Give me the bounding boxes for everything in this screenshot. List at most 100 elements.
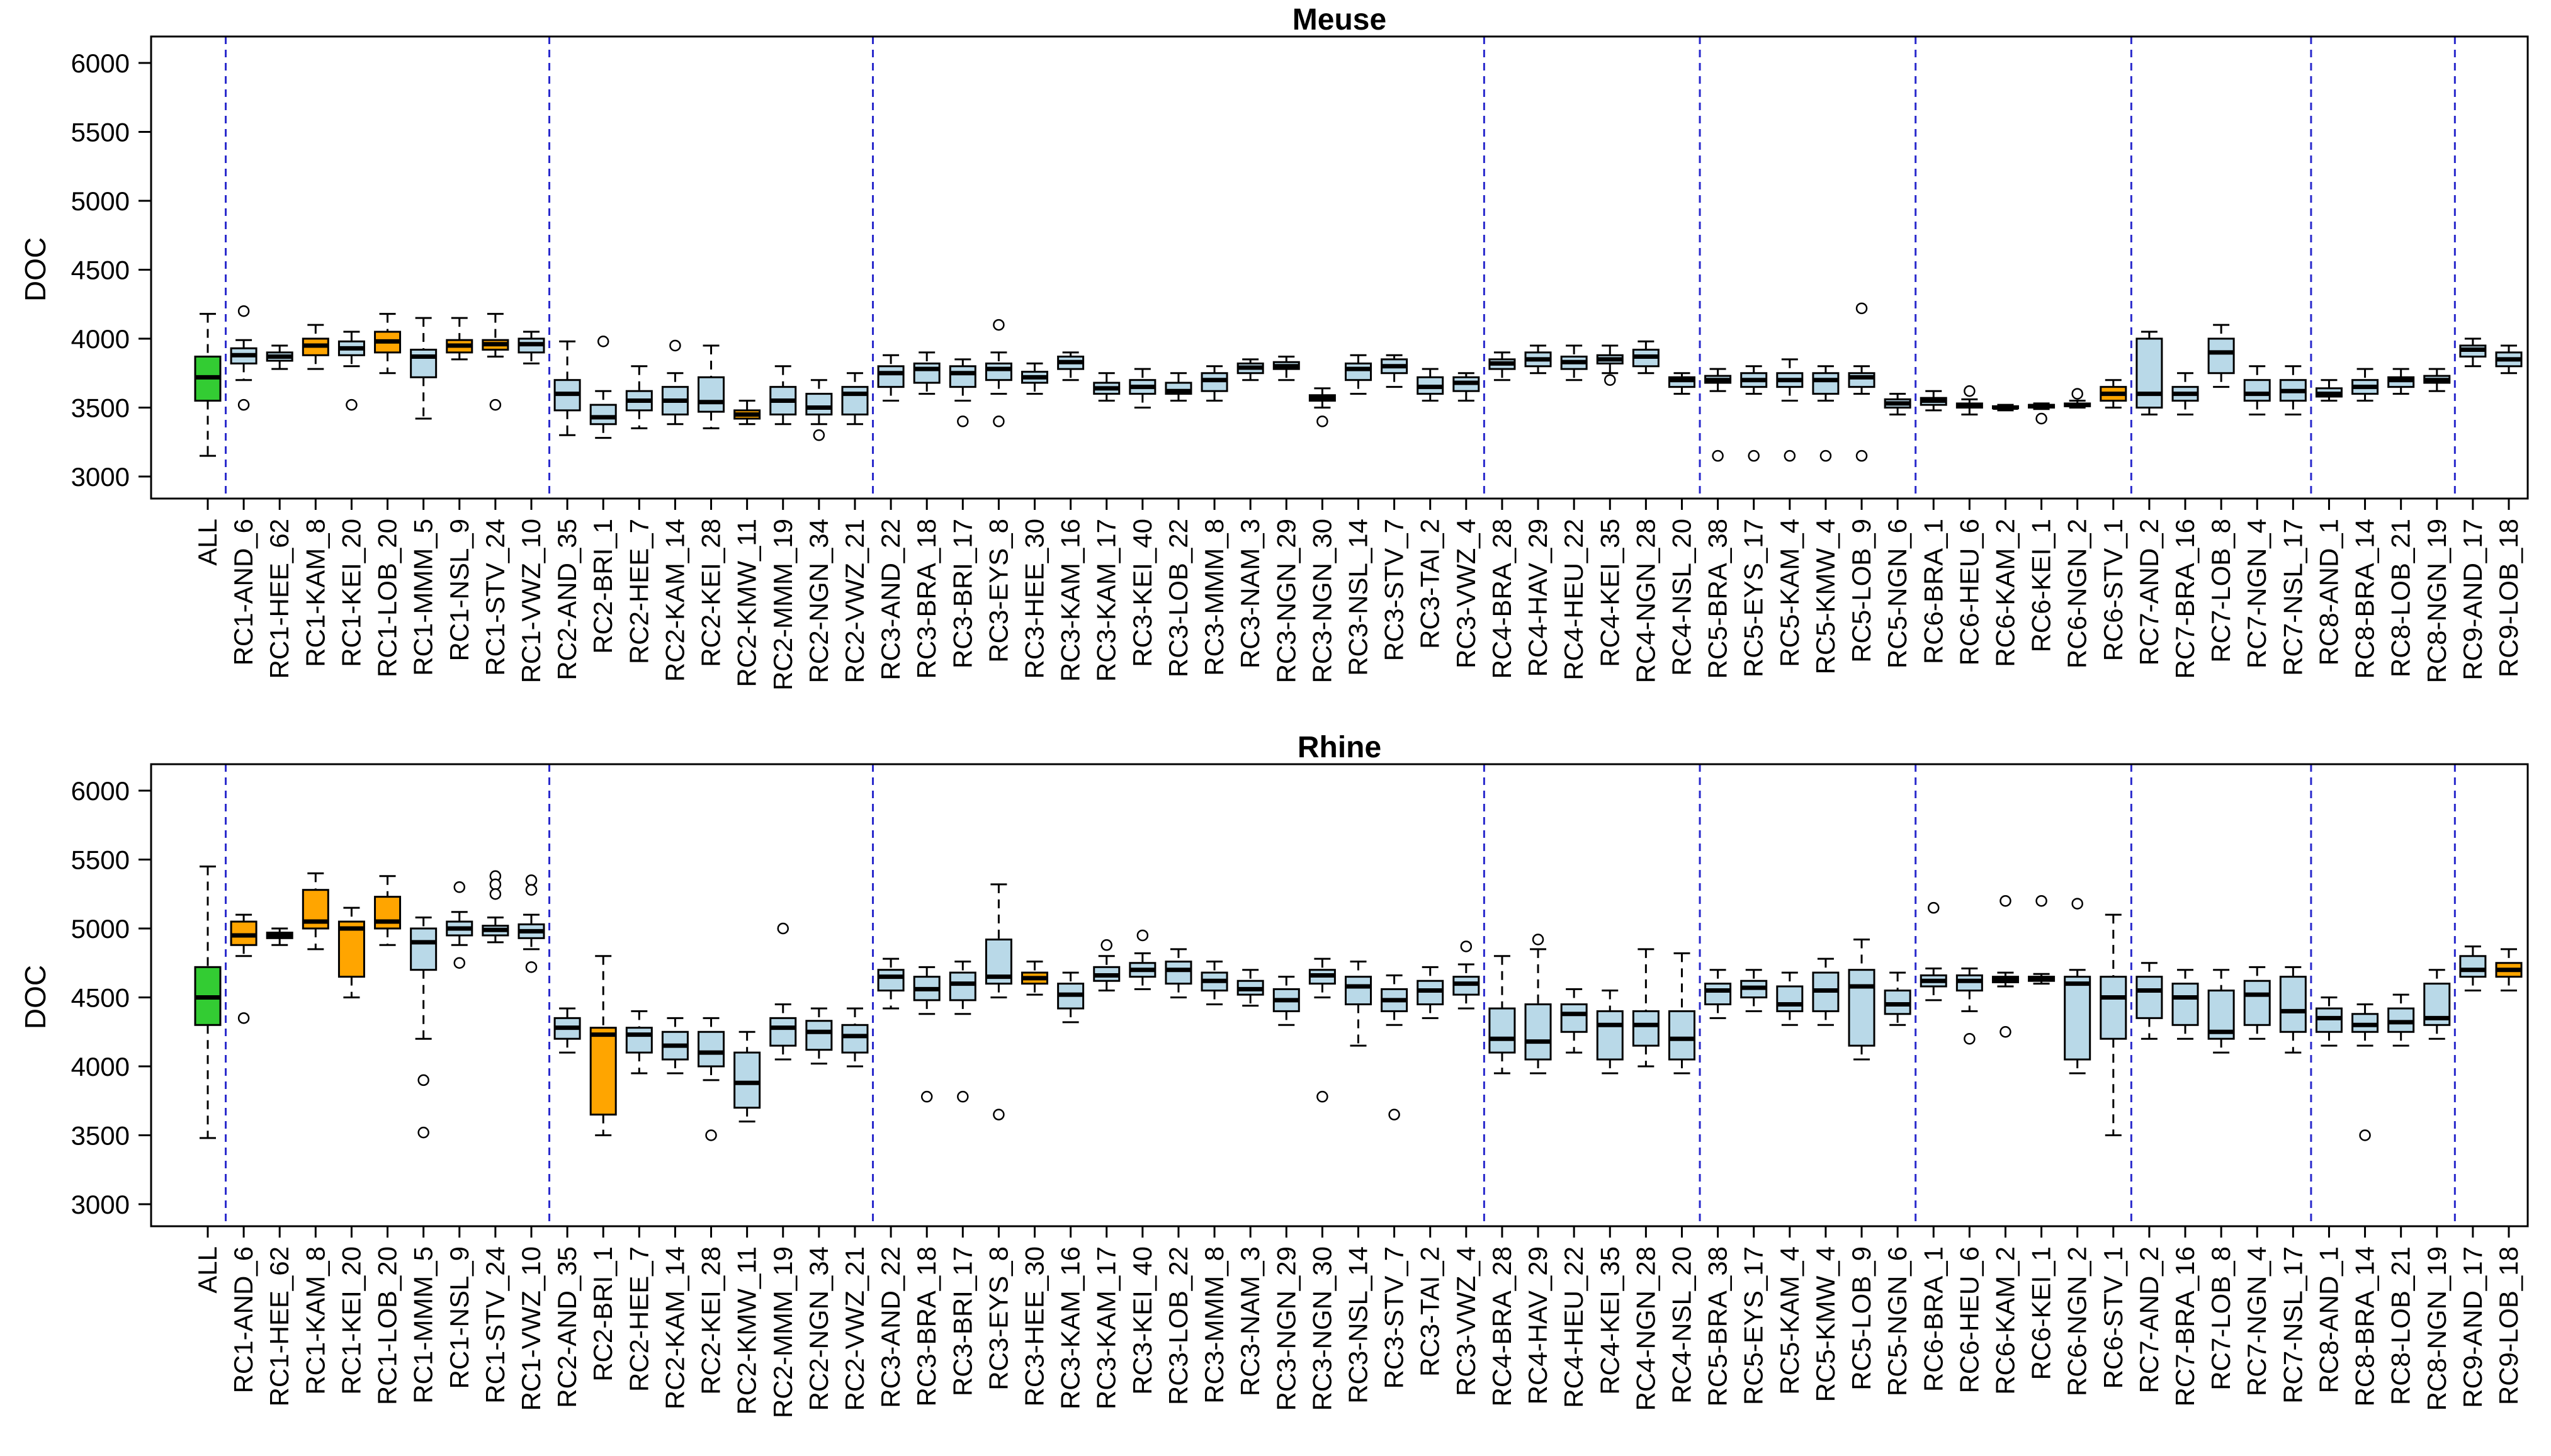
boxplot-RC7-AND_2 <box>2135 330 2163 415</box>
boxplot-RC2-MMM_19 <box>769 922 797 1061</box>
outlier-point <box>957 415 969 427</box>
x-category-label: RC3-HEE_30 <box>1020 519 1049 679</box>
x-category-label: RC3-BRI_17 <box>947 519 977 669</box>
boxplot-RC3-TAI_2 <box>1417 368 1444 402</box>
boxplot-RC6-NGN_2 <box>2064 388 2091 409</box>
y-tick-label: 5500 <box>71 118 130 147</box>
boxplot-RC6-BRA_1 <box>1920 901 1947 1002</box>
boxplot-RC6-STV_1 <box>2100 379 2127 409</box>
boxplot-RC3-BRA_18 <box>913 351 941 395</box>
x-category-label: RC1-MMM_5 <box>409 1246 438 1404</box>
x-category-label: RC5-LOB_9 <box>1847 519 1876 663</box>
boxplot-ALL <box>194 313 222 457</box>
boxplot-RC6-KEI_1 <box>2028 894 2056 985</box>
boxplot-RC7-LOB_8 <box>2207 969 2235 1054</box>
boxplot-RC2-KEI_28 <box>698 1017 725 1141</box>
iqr-box <box>1668 1010 1695 1061</box>
y-tick-label: 3500 <box>71 393 130 423</box>
x-category-label: RC1-STV_24 <box>480 519 510 676</box>
outlier-point <box>1532 934 1544 945</box>
outlier-point <box>1460 940 1473 952</box>
meuse-boxplot-canvas: 3000 3500 4000 4500 5000 5500 6000 ALL RC1-AND_6… <box>71 35 2529 691</box>
boxplot-RC7-BRA_16 <box>2171 969 2199 1040</box>
x-category-label: RC2-KAM_14 <box>660 1246 689 1409</box>
iqr-box <box>2171 983 2199 1026</box>
boxplot-RC4-KEI_35 <box>1596 344 1624 386</box>
x-category-label: RC3-TAI_2 <box>1415 519 1445 649</box>
plot-border <box>150 35 2529 500</box>
boxplot-RC8-NGN_19 <box>2423 368 2451 392</box>
x-category-label: RC7-BRA_16 <box>2170 519 2200 679</box>
x-category-label: RC3-STV_7 <box>1379 1246 1409 1389</box>
iqr-box <box>1812 372 1840 395</box>
x-category-label: RC5-KMW_4 <box>1811 519 1840 674</box>
outlier-point <box>1855 449 1868 462</box>
outlier-point <box>1388 1109 1400 1120</box>
x-category-label: RC1-AND_6 <box>229 1246 258 1393</box>
iqr-box <box>337 920 365 978</box>
iqr-box <box>2064 976 2091 1061</box>
outlier-point <box>2035 894 2047 907</box>
x-category-label: RC3-NGN_29 <box>1271 1246 1301 1411</box>
boxplot-RC9-AND_17 <box>2459 337 2487 368</box>
outlier-point <box>1136 929 1149 942</box>
y-tick-label: 6000 <box>71 48 130 78</box>
x-category-label: RC2-BRI_1 <box>588 1246 618 1382</box>
x-category-label: RC9-LOB_18 <box>2494 1246 2523 1405</box>
boxplot-RC4-NSL_20 <box>1668 372 1695 395</box>
boxplot-RC3-KAM_16 <box>1057 351 1085 381</box>
x-category-label: RC3-VWZ_4 <box>1451 519 1481 669</box>
iqr-box <box>769 1017 797 1047</box>
x-category-label: RC2-KAM_14 <box>660 519 689 682</box>
x-category-label: RC7-LOB_8 <box>2206 519 2236 663</box>
x-category-label: RC4-NSL_20 <box>1666 1246 1696 1404</box>
x-category-label: RC3-TAI_2 <box>1415 1246 1445 1377</box>
iqr-box <box>589 1027 617 1116</box>
iqr-box <box>1345 976 1372 1005</box>
boxplot-RC3-KEI_40 <box>1129 929 1157 990</box>
boxplot-RC8-LOB_21 <box>2387 368 2415 395</box>
boxplot-RC1-NSL_9 <box>446 317 473 361</box>
iqr-box <box>1632 1010 1660 1047</box>
iqr-box <box>985 362 1012 381</box>
x-category-label: RC5-KAM_4 <box>1775 1246 1804 1395</box>
iqr-box <box>410 927 438 971</box>
outlier-point <box>993 1109 1005 1120</box>
boxplot-RC5-KAM_4 <box>1776 971 1804 1026</box>
x-category-label: RC6-NGN_2 <box>2062 519 2092 669</box>
boxplot-RC8-AND_1 <box>2315 996 2343 1047</box>
x-category-label: RC6-BRA_1 <box>1918 1246 1948 1392</box>
boxplot-RC2-BRI_1 <box>589 336 617 439</box>
x-category-label: RC5-BRA_38 <box>1703 1246 1733 1406</box>
boxplot-RC2-HEE_7 <box>625 365 653 429</box>
x-category-label: RC7-NGN_4 <box>2242 1246 2271 1396</box>
boxplot-RC5-BRA_38 <box>1704 969 1732 1019</box>
x-category-label: RC2-HEE_7 <box>624 519 653 664</box>
boxplot-RC1-VWZ_10 <box>518 874 545 973</box>
iqr-box <box>949 971 976 1002</box>
y-tick-label: 4500 <box>71 983 130 1013</box>
x-category-label: RC4-NGN_28 <box>1631 1246 1660 1411</box>
x-category-label: RC7-NSL_17 <box>2278 1246 2307 1404</box>
x-category-label: RC5-KAM_4 <box>1775 519 1804 667</box>
iqr-box <box>698 376 725 413</box>
boxplot-RC3-NGN_29 <box>1272 355 1300 381</box>
iqr-box <box>1524 1003 1552 1061</box>
x-category-label: RC3-HEE_30 <box>1020 1246 1049 1406</box>
outlier-point <box>453 957 466 969</box>
x-category-label: RC6-STV_1 <box>2098 1246 2128 1389</box>
outlier-point <box>525 961 538 973</box>
x-category-label: RC1-HEE_62 <box>264 519 294 679</box>
x-category-label: RC2-BRI_1 <box>588 519 618 654</box>
y-tick-label: 6000 <box>71 776 130 806</box>
boxplot-RC4-HEU_22 <box>1560 988 1588 1054</box>
iqr-box <box>1848 969 1875 1047</box>
axes: 3000 3500 4000 4500 5000 5500 6000 ALL RC1-AND_6… <box>71 35 2529 691</box>
boxplot-RC8-BRA_14 <box>2351 1003 2379 1141</box>
boxplot-RC3-KEI_40 <box>1129 368 1157 409</box>
iqr-box <box>2135 337 2163 409</box>
outlier-point <box>1784 449 1796 462</box>
x-category-label: RC1-VWZ_10 <box>516 1246 546 1411</box>
boxplot-RC3-NGN_30 <box>1308 387 1336 427</box>
